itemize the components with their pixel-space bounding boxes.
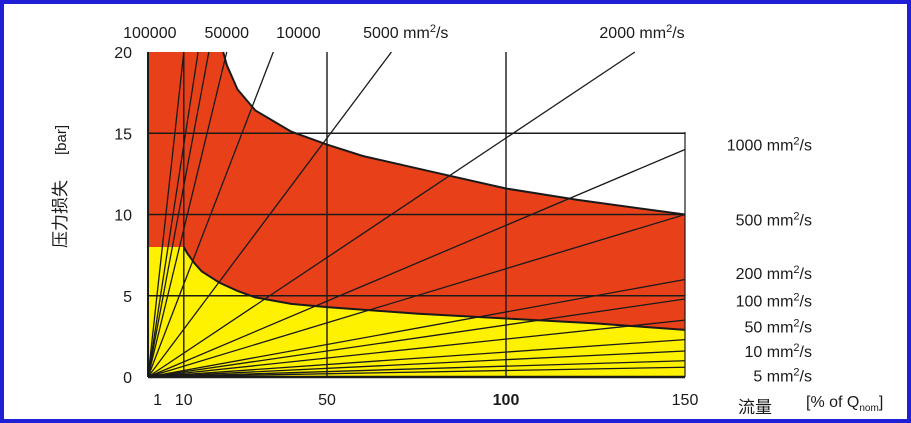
y-tick-label: 0	[123, 370, 132, 387]
right-viscosity-label: 50 mm2/s	[745, 318, 812, 337]
viscosity-line-11	[147, 319, 686, 378]
y-tick-label: 15	[114, 126, 132, 143]
x-axis-label: 流量	[738, 398, 772, 417]
viscosity-line-14	[147, 360, 686, 378]
region-boundaries	[182, 51, 686, 331]
right-viscosity-label: 500 mm2/s	[736, 210, 812, 229]
y-tick-label: 20	[114, 45, 132, 62]
y-tick-label: 10	[114, 208, 132, 225]
top-viscosity-label: 100000	[123, 25, 176, 42]
top-viscosity-labels: 100000 50000 10000 5000 mm2/s 2000 mm2/s	[123, 23, 685, 42]
grid-lines	[147, 52, 686, 379]
top-viscosity-label: 2000 mm2/s	[599, 23, 684, 42]
right-viscosity-labels: 1000 mm2/s 500 mm2/s 200 mm2/s 100 mm2/s 50 …	[727, 136, 812, 386]
top-viscosity-label: 50000	[205, 25, 250, 42]
right-viscosity-label: 10 mm2/s	[745, 342, 812, 361]
top-viscosity-label: 5000 mm2/s	[363, 23, 448, 42]
right-viscosity-label: 100 mm2/s	[736, 292, 812, 311]
y-tick-labels: 0 5 10 15 20	[114, 45, 132, 387]
x-tick-labels: 1 10 50 100 150	[153, 392, 698, 409]
viscosity-line-12	[147, 338, 686, 378]
x-tick-label: 50	[318, 392, 336, 409]
x-axis-unit: [% of Qnom]	[806, 394, 883, 414]
x-tick-label: 1	[153, 392, 162, 409]
right-viscosity-label: 5 mm2/s	[753, 366, 812, 385]
x-tick-label: 10	[175, 392, 193, 409]
boundary-red	[222, 51, 686, 216]
boundary-yellow	[182, 246, 686, 331]
viscosity-line-7	[147, 148, 686, 378]
viscosity-line-13	[147, 350, 686, 378]
region-yellow	[148, 247, 685, 377]
y-axis-unit: [bar]	[53, 125, 70, 155]
y-axis-label: 压力损失	[51, 180, 70, 248]
viscosity-line-15	[147, 366, 686, 378]
x-tick-label: 150	[672, 392, 699, 409]
right-viscosity-label: 1000 mm2/s	[727, 136, 812, 155]
top-viscosity-label: 10000	[276, 25, 321, 42]
right-viscosity-label: 200 mm2/s	[736, 264, 812, 283]
viscosity-line-10	[147, 298, 686, 378]
y-tick-label: 5	[123, 289, 132, 306]
x-tick-label: 100	[493, 392, 520, 409]
